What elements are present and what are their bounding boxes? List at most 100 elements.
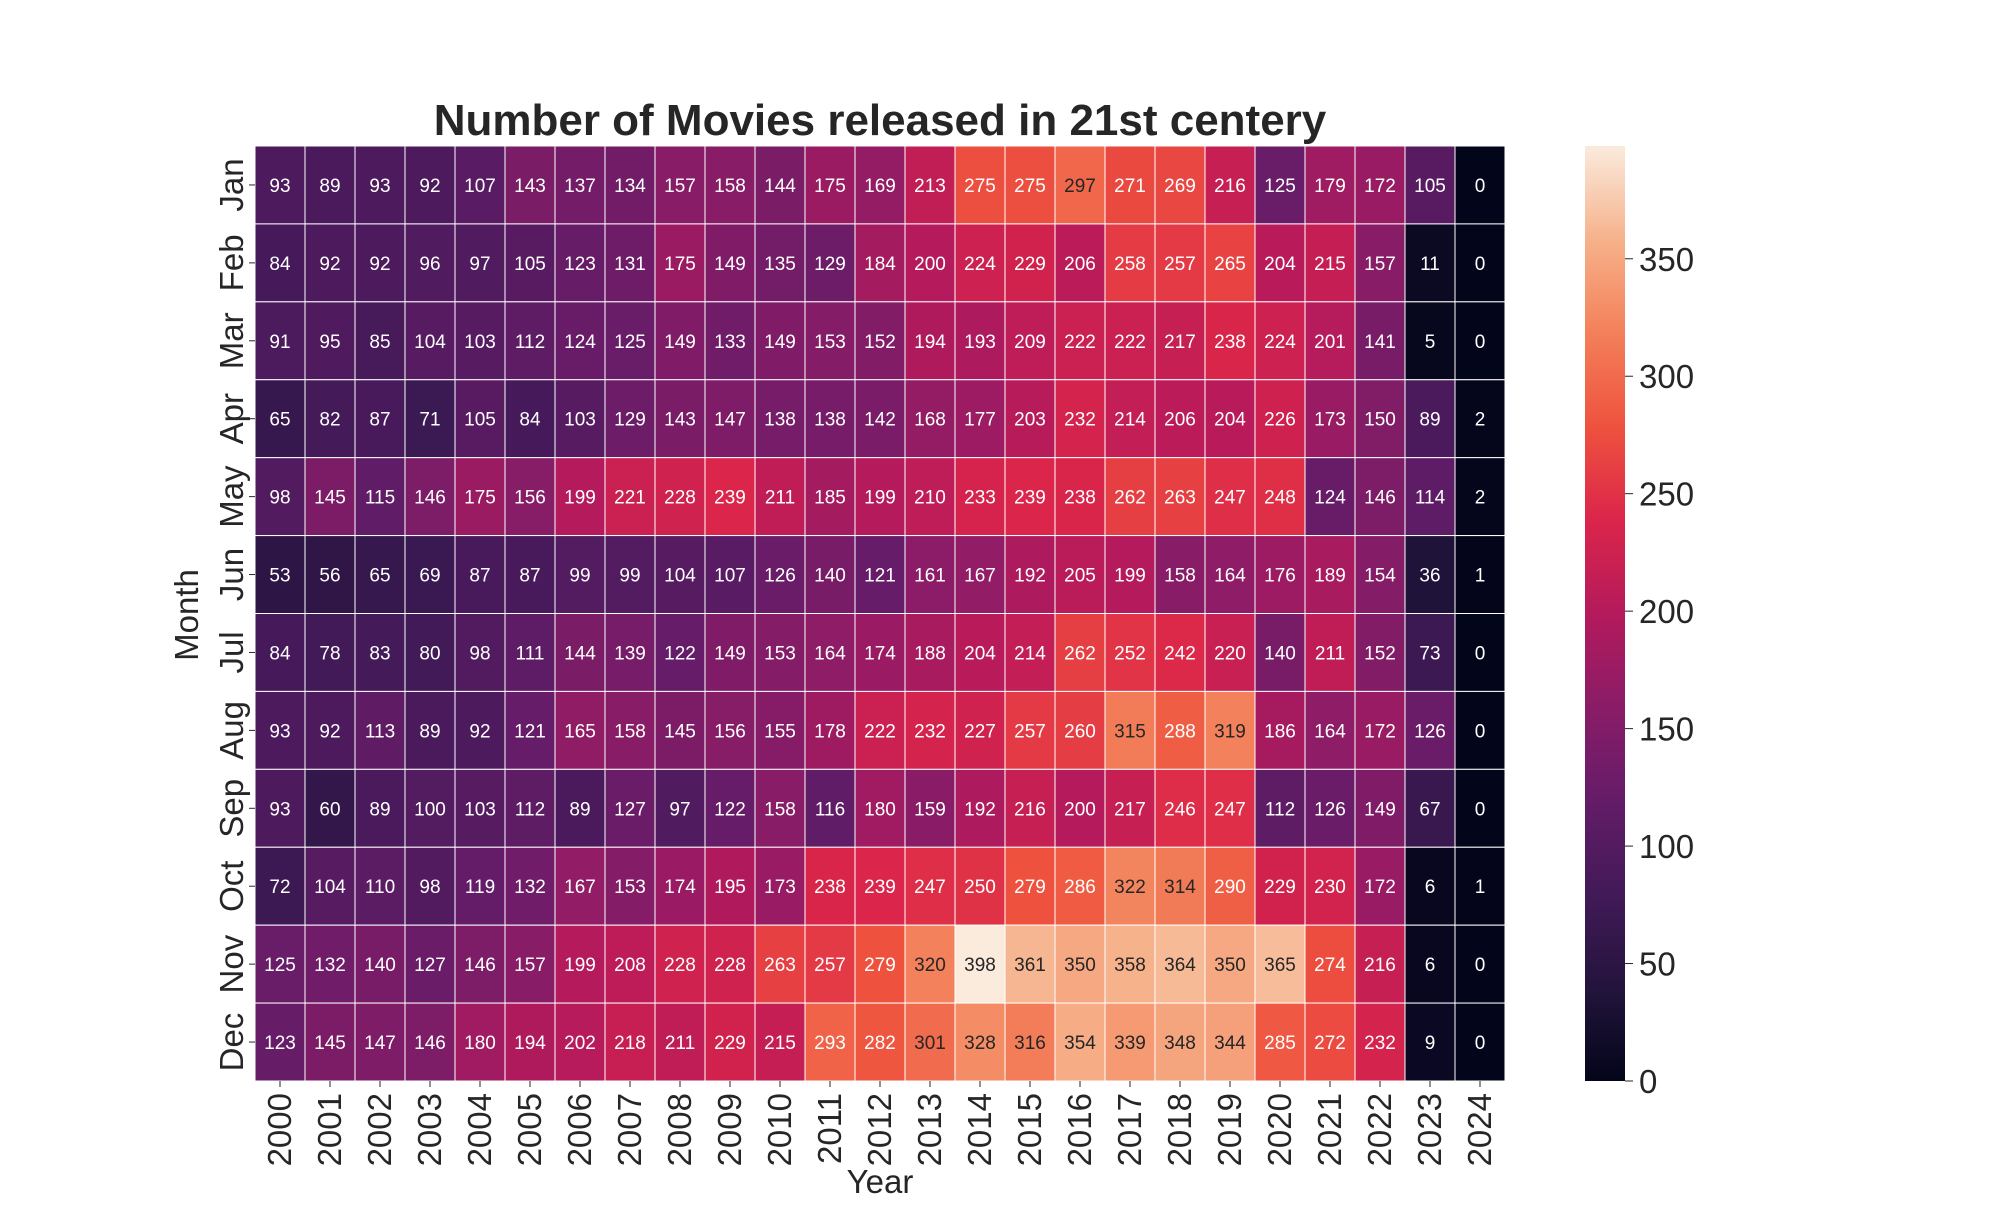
heatmap-cell (854, 457, 906, 537)
cell-value-label: 348 (1164, 1033, 1196, 1054)
heatmap-cell (254, 846, 306, 926)
cell-value-label: 92 (369, 254, 390, 275)
cell-value-label: 339 (1114, 1033, 1146, 1054)
cell-value-label: 87 (519, 566, 540, 587)
cell-value-label: 142 (864, 410, 896, 431)
cell-value-label: 71 (419, 410, 440, 431)
heatmap-cell (504, 301, 556, 381)
heatmap-cell (1254, 535, 1306, 614)
heatmap-cell (1054, 145, 1106, 225)
cell-value-label: 146 (1364, 488, 1396, 509)
cell-value-label: 149 (1364, 799, 1396, 820)
cell-value-label: 217 (1164, 332, 1196, 353)
heatmap-cell (1254, 768, 1306, 848)
x-tick-label: 2020 (1261, 1093, 1298, 1166)
cell-value-label: 140 (364, 955, 396, 976)
heatmap-cell (1004, 768, 1056, 848)
cell-value-label: 213 (914, 176, 946, 197)
cell-value-label: 0 (1475, 254, 1486, 275)
cell-value-label: 247 (914, 877, 946, 898)
cell-value-label: 158 (764, 799, 796, 820)
heatmap-cell (1304, 690, 1356, 770)
cell-value-label: 131 (614, 254, 646, 275)
cell-value-label: 290 (1214, 877, 1246, 898)
cell-value-label: 91 (269, 332, 290, 353)
heatmap-cell (1454, 301, 1506, 381)
heatmap-cell (1254, 1002, 1306, 1082)
cell-value-label: 199 (1114, 566, 1146, 587)
x-tick-label: 2005 (511, 1093, 548, 1166)
cell-value-label: 205 (1064, 566, 1096, 587)
heatmap-cell (754, 768, 806, 848)
x-tick-label: 2001 (311, 1093, 348, 1166)
cell-value-label: 147 (364, 1033, 396, 1054)
cell-value-label: 168 (914, 410, 946, 431)
cell-value-label: 285 (1264, 1033, 1296, 1054)
cell-value-label: 215 (764, 1033, 796, 1054)
heatmap-cell (554, 690, 606, 770)
cell-value-label: 0 (1475, 332, 1486, 353)
heatmap-cell (1154, 1002, 1206, 1082)
cell-value-label: 350 (1214, 955, 1246, 976)
cell-value-label: 216 (1014, 799, 1046, 820)
cell-value-label: 137 (564, 176, 596, 197)
cell-value-label: 154 (1364, 566, 1396, 587)
heatmap-cell (354, 457, 406, 537)
cell-value-label: 172 (1364, 721, 1396, 742)
cell-value-label: 172 (1364, 176, 1396, 197)
cell-value-label: 275 (964, 176, 996, 197)
heatmap-cell (854, 379, 906, 459)
cell-value-label: 220 (1214, 643, 1246, 664)
cell-value-label: 144 (764, 176, 796, 197)
cell-value-label: 228 (664, 955, 696, 976)
heatmap-cell (354, 223, 406, 303)
heatmap-cell (504, 924, 556, 1004)
x-tick-label: 2000 (261, 1093, 298, 1166)
cell-value-label: 176 (1264, 566, 1296, 587)
cell-value-label: 149 (664, 332, 696, 353)
cell-value-label: 73 (1419, 643, 1440, 664)
cell-value-label: 93 (369, 176, 390, 197)
heatmap-cell (954, 223, 1006, 303)
cell-value-label: 126 (1314, 799, 1346, 820)
y-tick-label: Oct (213, 861, 250, 912)
cell-value-label: 95 (319, 332, 340, 353)
x-tick-label: 2003 (411, 1093, 448, 1166)
heatmap-cell (1104, 613, 1156, 692)
heatmap-cell (1054, 535, 1106, 614)
cell-value-label: 156 (714, 721, 746, 742)
x-tick-label: 2016 (1061, 1093, 1098, 1166)
heatmap-cell (454, 924, 506, 1004)
cell-value-label: 129 (814, 254, 846, 275)
cell-value-label: 107 (464, 176, 496, 197)
colorbar-tick-label: 150 (1639, 711, 1694, 748)
cell-value-label: 126 (1414, 721, 1446, 742)
heatmap-cell (1254, 379, 1306, 459)
cell-value-label: 116 (815, 799, 845, 820)
heatmap-cell (754, 1002, 806, 1082)
cell-value-label: 124 (564, 332, 596, 353)
heatmap-cell (704, 145, 756, 225)
heatmap-cell (1254, 846, 1306, 926)
heatmap-cell (804, 613, 856, 692)
heatmap-cell (1404, 846, 1456, 926)
y-tick-label: Sep (213, 779, 250, 838)
cell-value-label: 320 (914, 955, 946, 976)
cell-value-label: 0 (1475, 955, 1486, 976)
cell-value-label: 98 (419, 877, 440, 898)
cell-value-label: 180 (864, 799, 896, 820)
cell-value-label: 199 (564, 955, 596, 976)
cell-value-label: 210 (914, 488, 946, 509)
cell-value-label: 78 (319, 643, 340, 664)
cell-value-label: 129 (614, 410, 646, 431)
heatmap-cell (454, 301, 506, 381)
cell-value-label: 149 (764, 332, 796, 353)
cell-value-label: 164 (1314, 721, 1346, 742)
x-tick-label: 2023 (1411, 1093, 1448, 1166)
cell-value-label: 262 (1064, 643, 1096, 664)
heatmap-cell (1454, 223, 1506, 303)
cell-value-label: 350 (1064, 955, 1096, 976)
heatmap-cell (304, 768, 356, 848)
cell-value-label: 53 (269, 566, 290, 587)
cell-value-label: 107 (714, 566, 746, 587)
